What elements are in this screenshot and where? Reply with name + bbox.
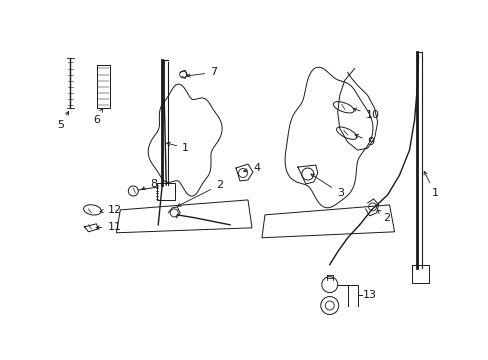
Text: 13: 13: [362, 289, 376, 300]
Text: 3: 3: [310, 174, 343, 198]
Text: 11: 11: [96, 222, 121, 232]
Text: 12: 12: [100, 205, 121, 215]
Text: 2: 2: [177, 180, 223, 206]
Text: 9: 9: [354, 135, 374, 147]
Text: 4: 4: [243, 163, 260, 173]
Text: 2: 2: [377, 210, 390, 223]
Text: 7: 7: [186, 67, 217, 77]
Text: 5: 5: [57, 112, 68, 130]
Text: 1: 1: [166, 142, 189, 153]
Text: 10: 10: [352, 108, 379, 120]
Text: 6: 6: [93, 109, 102, 125]
Text: 8: 8: [142, 179, 157, 190]
Text: 1: 1: [423, 171, 438, 198]
